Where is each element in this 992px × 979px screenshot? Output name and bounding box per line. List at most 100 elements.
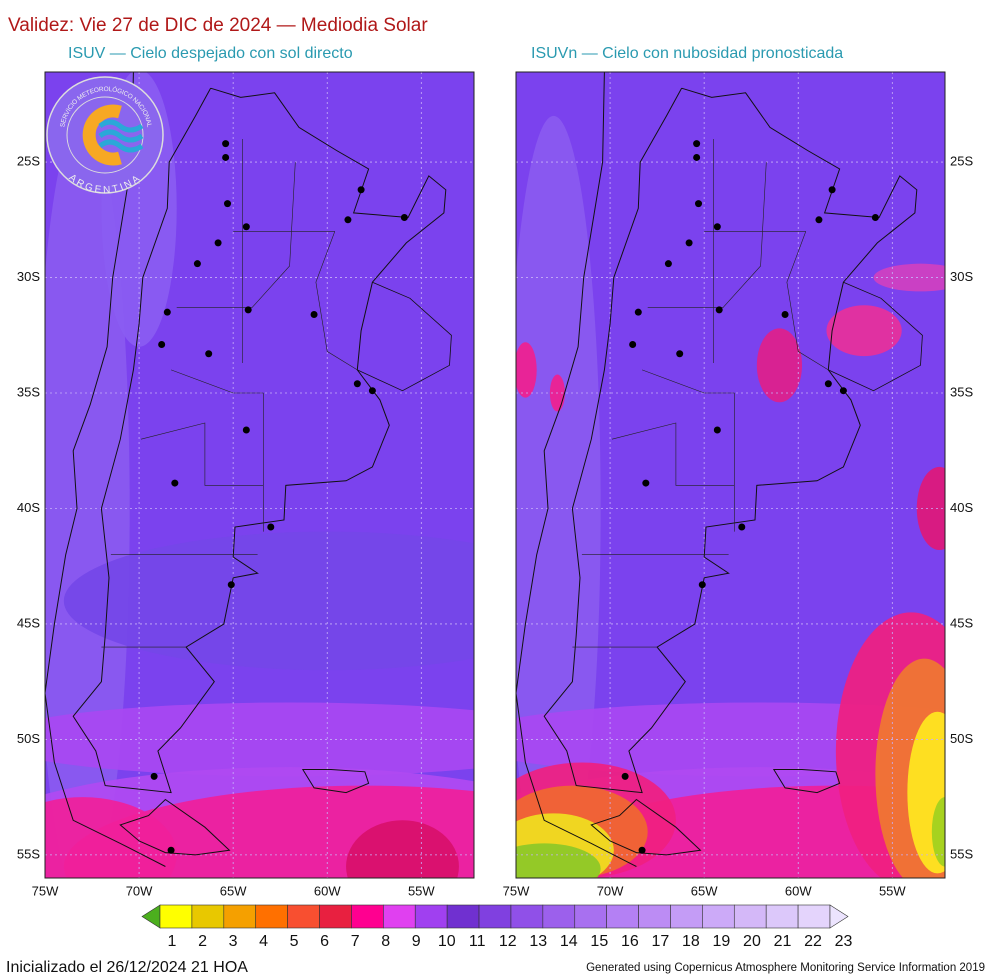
- lon-tick-label: 70W: [597, 883, 624, 898]
- colorbar-label: 6: [320, 933, 329, 950]
- province-border: [647, 162, 767, 308]
- city-dot: [368, 387, 376, 395]
- city-dot: [163, 308, 171, 316]
- lon-tick-label: 65W: [691, 883, 718, 898]
- city-dot: [242, 426, 250, 434]
- uv-field: [826, 305, 902, 357]
- uv-field: [516, 342, 537, 398]
- uv-field: [516, 843, 601, 878]
- city-dot: [815, 216, 823, 224]
- lon-tick-label: 55W: [879, 883, 906, 898]
- colorbar-cell: [255, 904, 288, 929]
- colorbar-cell: [159, 904, 193, 929]
- colorbar-label: 21: [774, 933, 792, 950]
- colorbar-label: 15: [590, 933, 608, 950]
- uv-field: [516, 115, 601, 878]
- colorbar-cell: [797, 904, 831, 929]
- colorbar-cell: [638, 904, 671, 929]
- city-dot: [227, 581, 235, 589]
- lat-tick-label: 35S: [950, 384, 973, 399]
- colorbar-cell: [351, 904, 384, 929]
- city-dot: [621, 772, 629, 780]
- city-dot: [222, 140, 230, 148]
- colorbar-cell: [670, 904, 703, 929]
- city-dot: [310, 310, 318, 318]
- colorbar-cell: [733, 904, 767, 929]
- city-dot: [664, 260, 672, 268]
- city-dot: [713, 426, 721, 434]
- city-dot: [695, 200, 703, 208]
- island: [772, 769, 841, 794]
- colorbar-label: 3: [229, 933, 238, 950]
- city-dot: [629, 341, 637, 349]
- lon-tick-label: 60W: [314, 883, 341, 898]
- province-border: [170, 369, 264, 532]
- lat-tick-label: 45S: [17, 615, 40, 630]
- colorbar-cell: [191, 904, 225, 929]
- city-dot: [839, 387, 847, 395]
- city-dot: [676, 350, 684, 358]
- colorbar-label: 14: [560, 933, 578, 950]
- city-dot: [167, 846, 175, 854]
- uv-field: [931, 797, 945, 867]
- border: [828, 281, 923, 392]
- colorbar-cell: [141, 904, 161, 929]
- city-dot: [634, 308, 642, 316]
- lat-tick-label: 30S: [950, 269, 973, 284]
- city-dot: [781, 310, 789, 318]
- colorbar-cell: [446, 904, 480, 929]
- colorbar-label: 9: [412, 933, 421, 950]
- logo: SERVICIO METEOROLÓGICO NACIONAL ARGENTIN…: [46, 76, 164, 196]
- province-border: [641, 369, 735, 532]
- colorbar-label: 16: [621, 933, 639, 950]
- colorbar-cell: [319, 904, 352, 929]
- uv-field: [45, 115, 130, 878]
- city-dot: [214, 239, 222, 247]
- province-border: [315, 231, 358, 371]
- logo-ring: [66, 96, 144, 174]
- logo-waves: [98, 119, 144, 153]
- island: [119, 798, 231, 856]
- colorbar-label: 5: [290, 933, 299, 950]
- colorbar-cell: [765, 904, 799, 929]
- city-dot: [715, 306, 723, 314]
- colorbar-label: 18: [682, 933, 700, 950]
- colorbar-cell: [542, 904, 576, 929]
- city-dot: [638, 846, 646, 854]
- island: [590, 798, 702, 856]
- lat-tick-label: 25S: [17, 154, 40, 169]
- coastline: [45, 72, 166, 867]
- uv-field: [756, 328, 803, 403]
- colorbar-label: 7: [351, 933, 360, 950]
- city-dot: [242, 223, 250, 231]
- panel-frame: [515, 71, 946, 879]
- city-dot: [828, 186, 836, 194]
- city-dot: [824, 380, 832, 388]
- lat-tick-label: 40S: [950, 500, 973, 515]
- island: [301, 769, 370, 794]
- footer-init: Inicializado el 26/12/2024 21 HOA: [6, 959, 248, 976]
- colorbar: 1 2 3 4 5 6 7 8 9 10 11 12 13 14 15 16 17 18 19 20 21 22 23: [141, 904, 853, 950]
- colorbar-label: 13: [529, 933, 547, 950]
- city-dot: [224, 200, 232, 208]
- lon-tick-label: 70W: [126, 883, 153, 898]
- colorbar-label: 8: [381, 933, 390, 950]
- lon-tick-label: 75W: [32, 883, 59, 898]
- colorbar-label: 20: [743, 933, 761, 950]
- lat-tick-label: 40S: [17, 500, 40, 515]
- city-dot: [267, 523, 275, 531]
- coastline: [72, 87, 447, 794]
- province-border: [140, 422, 264, 486]
- colorbar-label: 12: [499, 933, 517, 950]
- city-dot: [205, 350, 213, 358]
- colorbar-cell: [478, 904, 512, 929]
- lon-tick-label: 65W: [220, 883, 247, 898]
- footer-credit: Generated using Copernicus Atmosphere Mo…: [586, 962, 985, 974]
- city-dot: [357, 186, 365, 194]
- colorbar-cell: [287, 904, 320, 929]
- lon-tick-label: 60W: [785, 883, 812, 898]
- city-dot: [400, 213, 408, 221]
- uv-field: [916, 466, 945, 551]
- province-border: [176, 162, 296, 308]
